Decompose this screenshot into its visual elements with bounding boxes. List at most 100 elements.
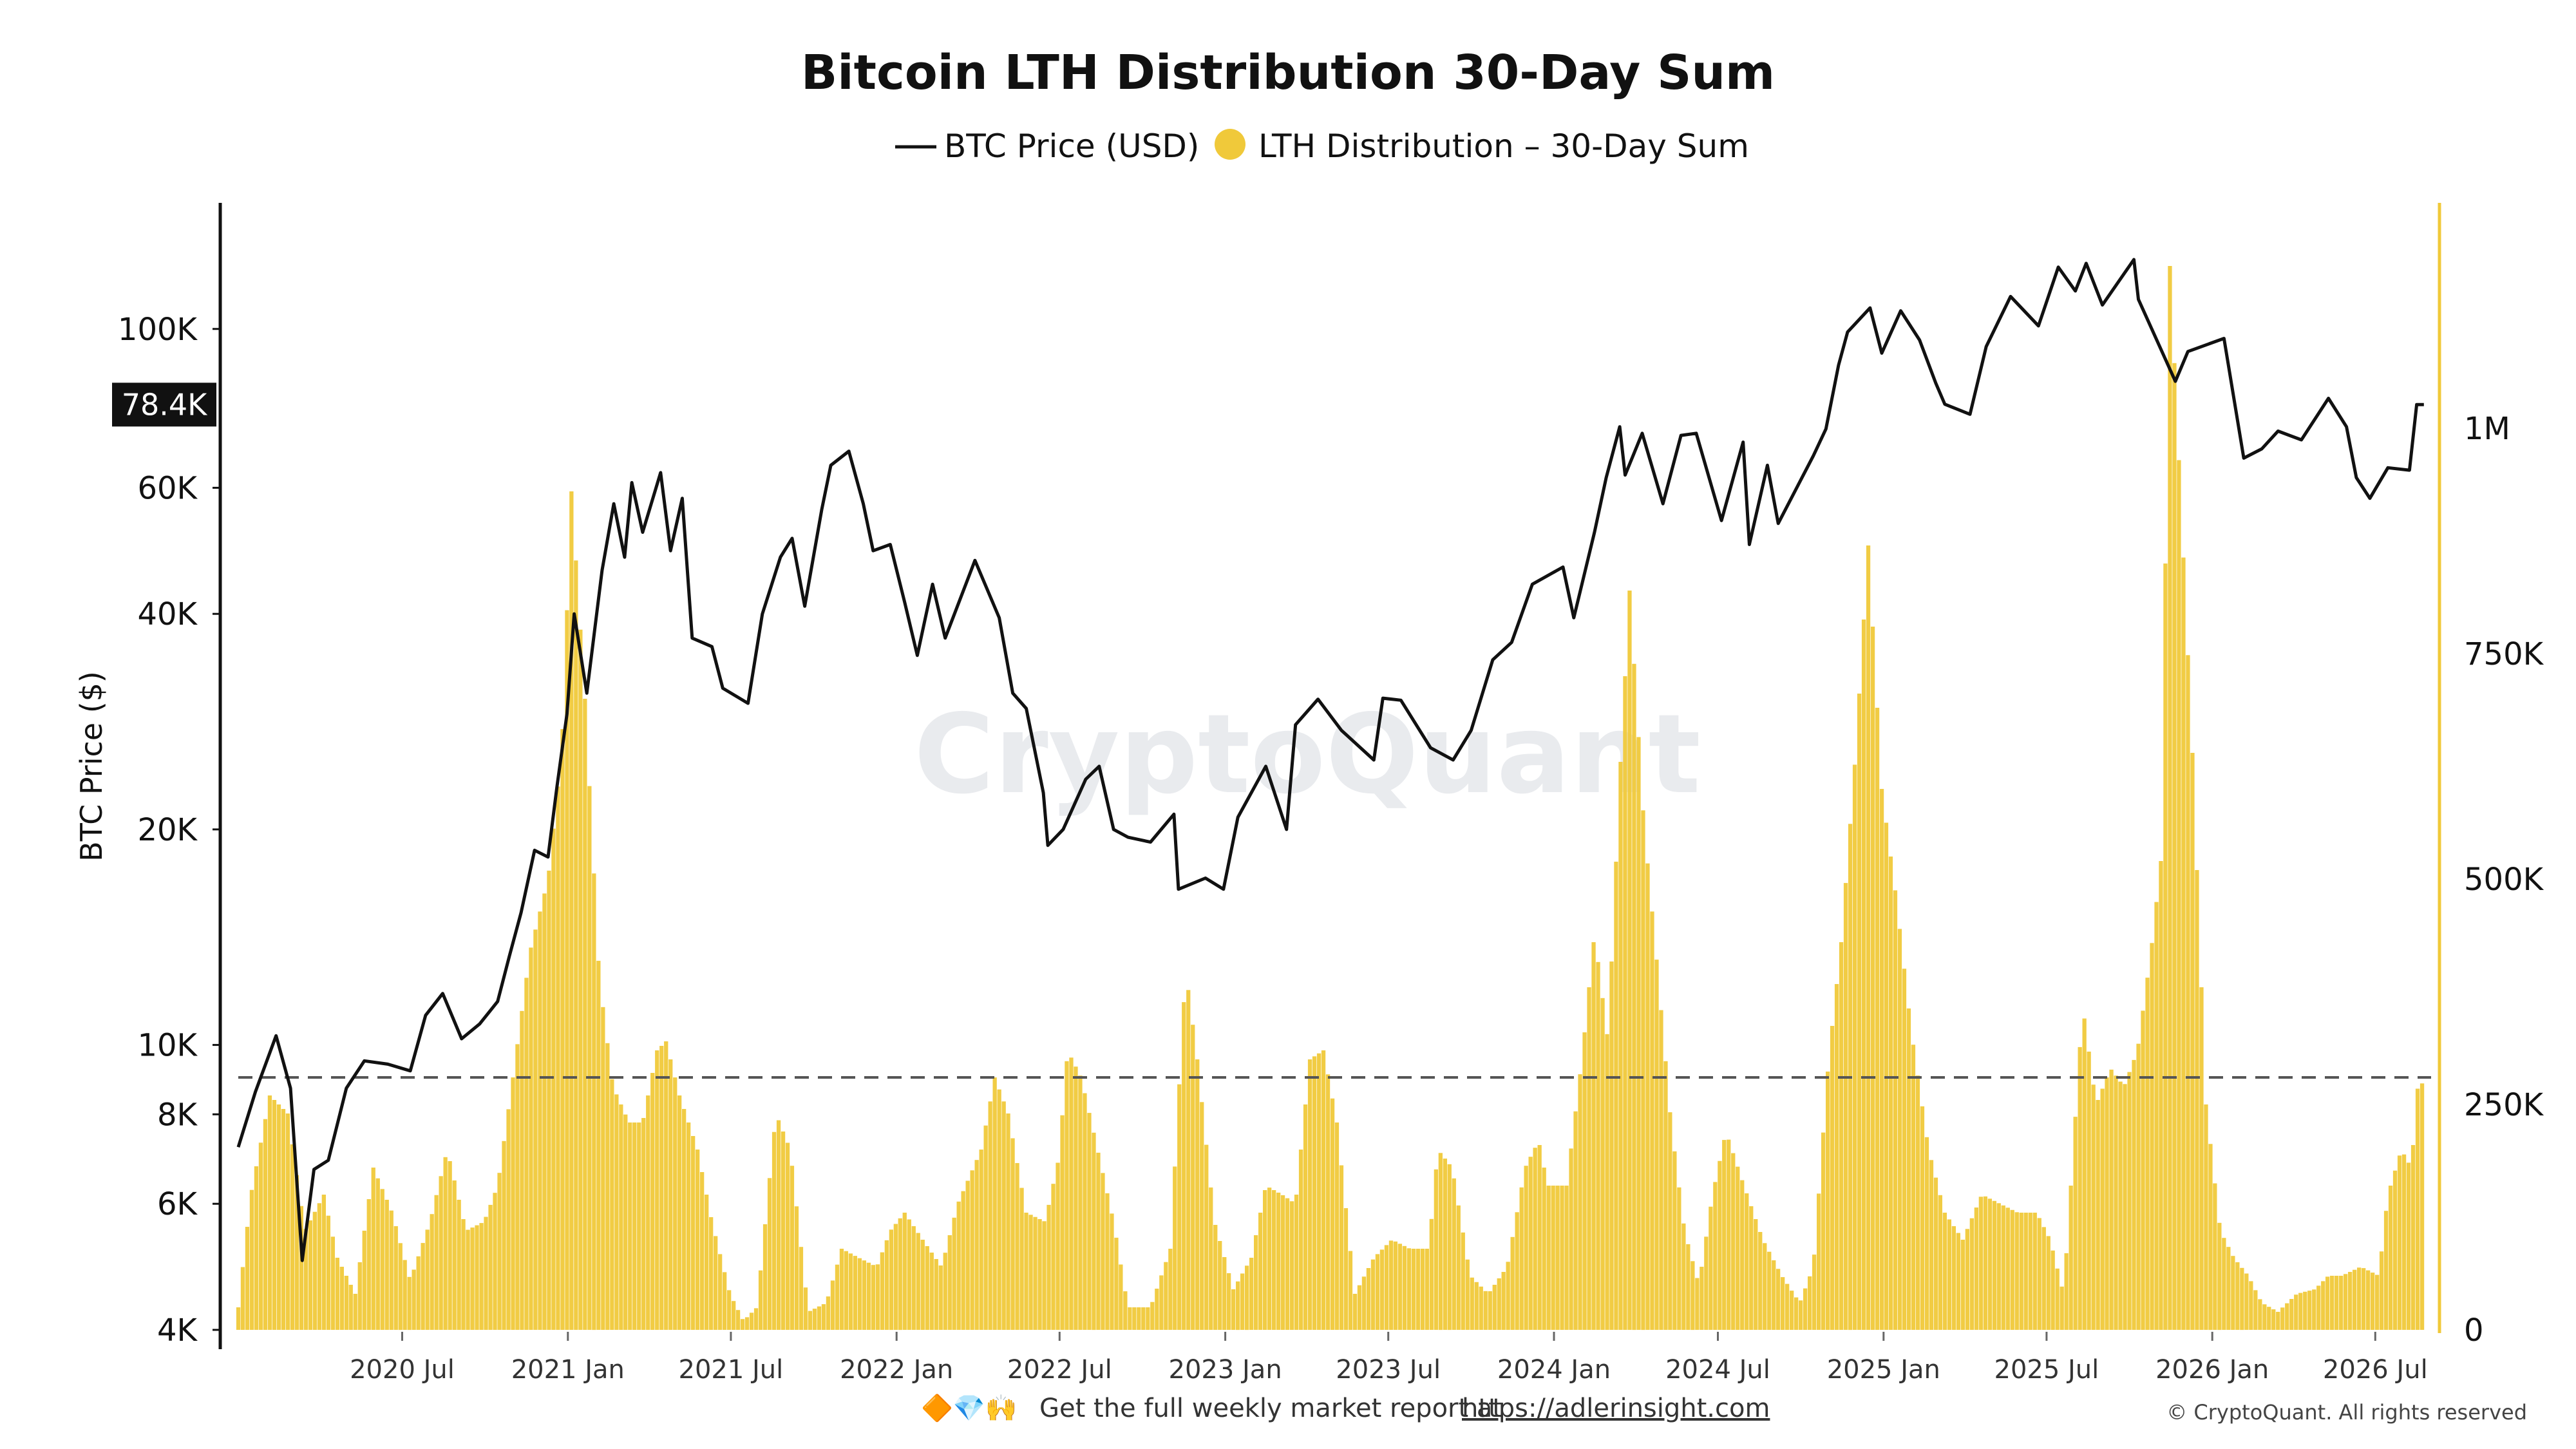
lth-bar [2136, 1043, 2141, 1330]
lth-bar [1763, 1243, 1767, 1330]
lth-bar [2100, 1088, 2105, 1330]
lth-bar [1461, 1232, 1465, 1330]
lth-bar [1258, 1213, 1263, 1330]
lth-bar [299, 1206, 303, 1330]
lth-bar [1352, 1294, 1358, 1330]
lth-bar [1280, 1195, 1285, 1330]
lth-bar [1799, 1300, 1803, 1330]
lth-bar [641, 1118, 646, 1330]
lth-bar [1330, 1098, 1335, 1330]
lth-bar [565, 610, 569, 1330]
current-price-badge-bg [112, 383, 216, 427]
lth-bar [1182, 1002, 1186, 1330]
lth-bar [1812, 1255, 1817, 1330]
lth-bar [1641, 810, 1645, 1331]
lth-bar [2392, 1170, 2398, 1330]
lth-bar [488, 1204, 493, 1330]
lth-bar [2344, 1274, 2348, 1330]
lth-bar [1276, 1192, 1281, 1330]
lth-bar [673, 1077, 677, 1330]
lth-bar [547, 870, 551, 1330]
lth-bar [1019, 1188, 1024, 1330]
lth-bar [1137, 1307, 1141, 1330]
lth-bar [601, 1007, 605, 1330]
lth-bar [1978, 1197, 1983, 1330]
lth-bar [1164, 1262, 1168, 1330]
lth-bar [781, 1132, 786, 1330]
x-tick-label: 2025 Jan [1827, 1355, 1940, 1385]
lth-bar [857, 1258, 862, 1330]
lth-bar [1893, 890, 1898, 1330]
lth-bar [727, 1290, 732, 1330]
lth-bar [740, 1319, 745, 1330]
lth-bar [1533, 1148, 1537, 1330]
lth-bar [1875, 708, 1880, 1330]
lth-bar [2069, 1186, 2073, 1330]
lth-bar [267, 1095, 272, 1330]
lth-bar [1222, 1257, 1227, 1330]
lth-bar [1996, 1203, 2001, 1330]
lth-bar [1897, 929, 1902, 1330]
lth-bar [911, 1226, 916, 1330]
current-price-badge-label: 78.4K [122, 387, 208, 422]
lth-bar [709, 1217, 714, 1330]
lth-bar [961, 1191, 965, 1330]
lth-bar [2271, 1309, 2276, 1330]
lth-bar [303, 1229, 308, 1330]
legend-price-label[interactable]: BTC Price (USD) [944, 128, 1199, 165]
lth-bar [749, 1312, 754, 1330]
lth-bar [1596, 961, 1600, 1330]
lth-bar [1555, 1186, 1560, 1330]
lth-bar [1028, 1215, 1033, 1330]
lth-bar [1402, 1245, 1406, 1330]
lth-bar [1645, 863, 1650, 1330]
lth-bar [1159, 1275, 1164, 1330]
lth-bar [1573, 1111, 1578, 1330]
lth-bar [714, 1236, 718, 1330]
lth-bar [1069, 1057, 1074, 1330]
lth-bar [1695, 1278, 1700, 1330]
lth-bar [1456, 1205, 1461, 1330]
lth-bar [1388, 1240, 1394, 1330]
lth-bar [1105, 1193, 1110, 1330]
lth-bar [2163, 564, 2168, 1330]
lth-bar [1294, 1195, 1299, 1330]
lth-bar [1861, 620, 1866, 1330]
lth-bar [1515, 1212, 1519, 1330]
lth-bar [664, 1041, 668, 1330]
lth-bar [330, 1236, 335, 1330]
lth-bar [826, 1296, 831, 1330]
legend-lth-label[interactable]: LTH Distribution – 30-Day Sum [1258, 128, 1749, 165]
x-tick-label: 2023 Jul [1336, 1355, 1441, 1385]
lth-bar [533, 929, 538, 1330]
lth-bar [1150, 1302, 1155, 1330]
lth-bar [1420, 1249, 1425, 1330]
lth-bar [1924, 1137, 1929, 1330]
lth-bar [1483, 1291, 1488, 1330]
lth-bar [677, 1095, 682, 1330]
right-tick-label: 500K [2464, 862, 2544, 898]
footer-link[interactable]: https://adlerinsight.com [1462, 1394, 1770, 1423]
lth-bar [1623, 676, 1627, 1330]
lth-bar [1173, 1166, 1177, 1330]
lth-bar [1213, 1225, 1218, 1330]
lth-bar [1519, 1187, 1524, 1330]
lth-bar [898, 1218, 902, 1331]
lth-bar [762, 1224, 768, 1330]
lth-bar [2321, 1281, 2325, 1330]
lth-bar [785, 1142, 790, 1330]
lth-bar [2190, 753, 2195, 1330]
lth-bar [357, 1262, 362, 1330]
lth-bar [1218, 1241, 1222, 1330]
lth-bar [1987, 1198, 1992, 1330]
lth-bar [1781, 1277, 1785, 1330]
btc-price-line [236, 258, 2424, 1262]
legend-lth-dot-icon [1215, 129, 1245, 160]
lth-bar [466, 1229, 470, 1330]
lth-bar [506, 1109, 511, 1330]
lth-bar [276, 1104, 281, 1330]
lth-bar [2091, 1084, 2096, 1330]
footer: 🔶💎🙌 Get the full weekly market report at… [921, 1393, 2527, 1425]
lth-bar [2262, 1304, 2267, 1330]
lth-bar [1087, 1113, 1092, 1330]
